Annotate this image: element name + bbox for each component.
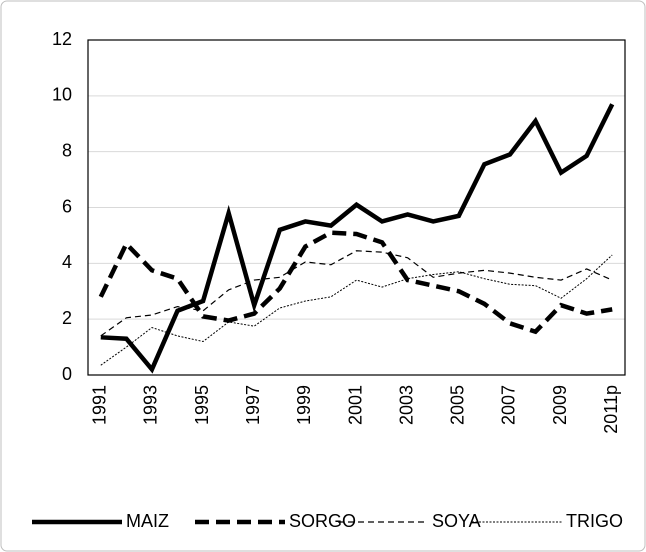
plot-border bbox=[87, 39, 626, 376]
x-tick-label: 1991 bbox=[90, 385, 110, 425]
x-tick-label: 2011p bbox=[601, 385, 621, 434]
legend-label: TRIGO bbox=[566, 511, 623, 531]
legend-label: MAIZ bbox=[126, 511, 169, 531]
series-line bbox=[100, 254, 613, 366]
y-tick-label: 12 bbox=[52, 29, 72, 49]
legend-label: SOYA bbox=[432, 511, 481, 531]
x-tick-label: 2001 bbox=[345, 385, 365, 425]
x-tick-label: 2003 bbox=[396, 385, 416, 425]
x-tick-label: 2007 bbox=[499, 385, 519, 425]
series-line bbox=[100, 250, 613, 337]
y-tick-label: 2 bbox=[62, 308, 72, 328]
y-tick-label: 10 bbox=[52, 85, 72, 105]
y-tick-label: 8 bbox=[62, 140, 72, 160]
x-tick-label: 1999 bbox=[294, 385, 314, 425]
x-tick-label: 1997 bbox=[243, 385, 263, 425]
x-tick-label: 1995 bbox=[192, 385, 212, 425]
y-tick-label: 0 bbox=[62, 364, 72, 384]
y-tick-label: 6 bbox=[62, 196, 72, 216]
x-tick-label: 2005 bbox=[448, 385, 468, 425]
legend-label: SORGO bbox=[289, 511, 356, 531]
y-tick-label: 4 bbox=[62, 252, 72, 272]
x-tick-label: 1993 bbox=[141, 385, 161, 425]
x-tick-label: 2009 bbox=[550, 385, 570, 425]
series-line bbox=[98, 230, 613, 335]
